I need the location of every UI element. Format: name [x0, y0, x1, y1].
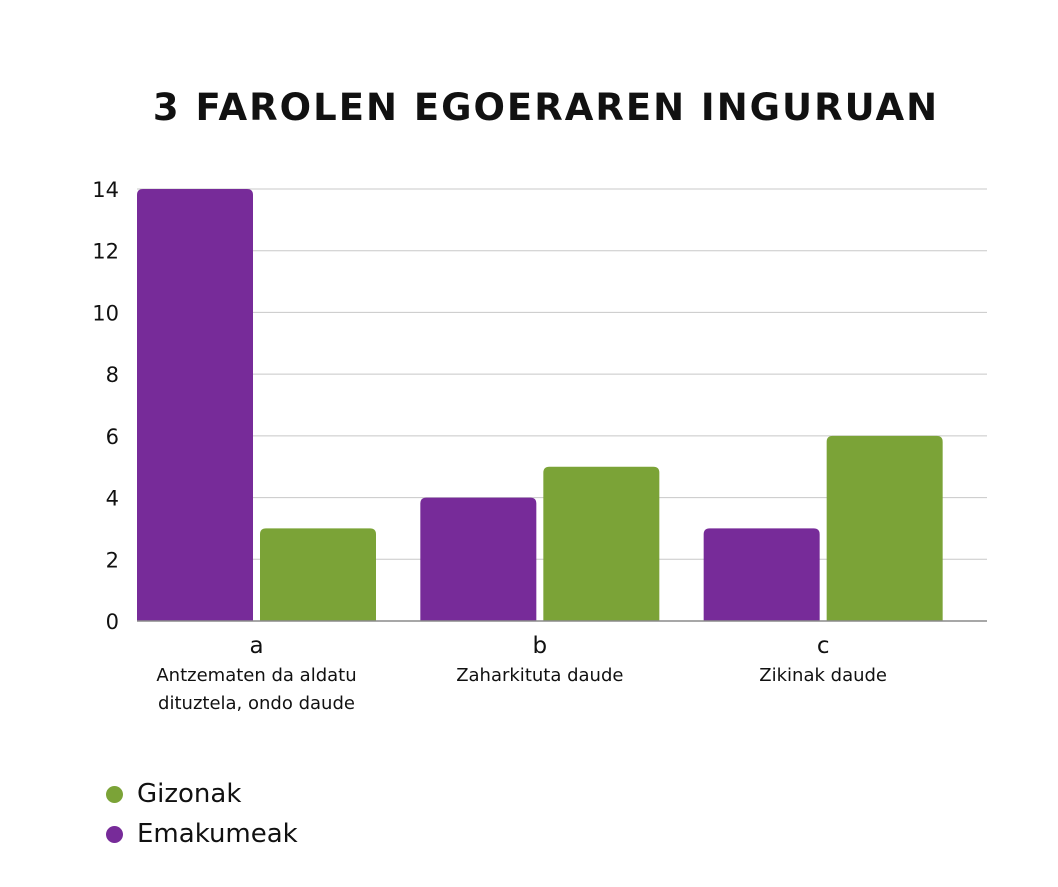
bar-emakumeak-c	[703, 528, 820, 621]
bar-gizonak-c	[826, 435, 943, 621]
category-description: Zaharkituta daude	[456, 665, 624, 686]
bar-chart: 0 2 4 6 8 10 12 14 a b c	[92, 178, 987, 659]
category-description: dituztela, ondo daude	[158, 693, 355, 714]
y-tick-label: 6	[106, 425, 119, 449]
category-description: Zikinak daude	[759, 665, 888, 686]
legend-item-gizonak: Gizonak	[106, 774, 298, 814]
x-tick-label: c	[817, 633, 830, 659]
x-tick-label: b	[533, 633, 548, 659]
legend-label: Emakumeak	[137, 819, 298, 849]
y-tick-label: 0	[106, 610, 119, 634]
category-description: Antzematen da aldatu	[156, 665, 357, 686]
legend-item-emakumeak: Emakumeak	[106, 814, 298, 854]
bar-gizonak-b	[543, 466, 660, 621]
legend-swatch-emakumeak	[106, 825, 123, 843]
y-tick-label: 14	[92, 178, 119, 202]
y-tick-label: 8	[106, 363, 119, 387]
bar-emakumeak-a	[137, 189, 253, 621]
legend-swatch-gizonak	[106, 785, 123, 803]
chart-title: 3 FAROLEN EGOERAREN INGURUAN	[152, 86, 940, 129]
legend-label: Gizonak	[137, 779, 242, 809]
legend: Gizonak Emakumeak	[106, 774, 298, 854]
y-tick-label: 4	[106, 487, 119, 511]
x-tick-label: a	[249, 633, 263, 659]
bar-gizonak-a	[260, 528, 376, 621]
y-tick-label: 2	[106, 548, 119, 572]
y-tick-label: 12	[92, 240, 119, 264]
bar-emakumeak-b	[420, 497, 537, 621]
y-tick-label: 10	[92, 301, 119, 325]
